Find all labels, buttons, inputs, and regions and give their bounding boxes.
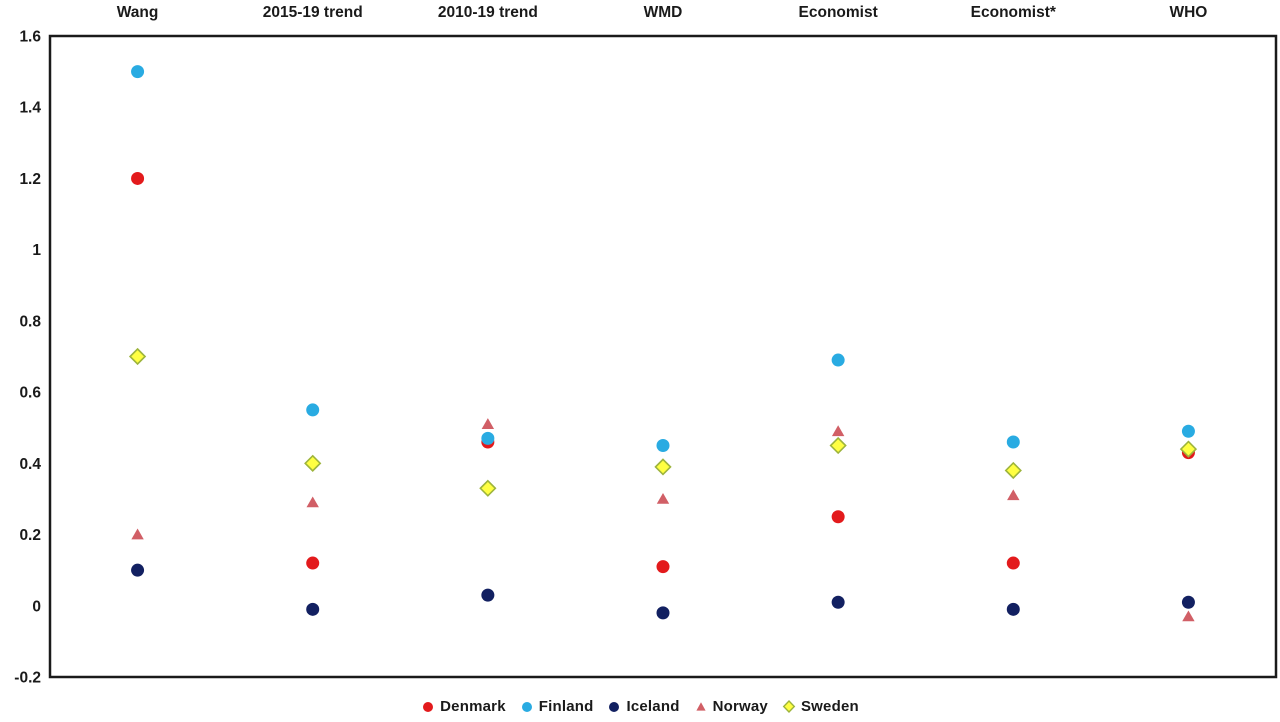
y-tick-label: 1.2 — [19, 171, 41, 188]
point-finland-wmd — [656, 439, 670, 453]
legend-marker-shape — [521, 702, 532, 712]
legend-marker-shape — [695, 702, 706, 711]
point-finland-who — [1181, 424, 1195, 438]
point-iceland-wang — [131, 563, 145, 577]
point-sweden-economist — [1004, 461, 1022, 480]
point-norway-who — [1182, 610, 1195, 622]
legend-marker-shape — [423, 702, 434, 712]
category-label-2015-19-trend: 2015-19 trend — [263, 4, 363, 21]
point-denmark-wang — [131, 171, 145, 185]
point-finland-economist — [1006, 435, 1020, 449]
legend-marker-finland — [521, 702, 532, 712]
point-sweden-wang — [128, 347, 147, 366]
point-sweden-2015-19-trend — [304, 454, 322, 472]
y-tick-label: 1.6 — [19, 29, 41, 46]
plot-border — [48, 34, 1278, 679]
y-tick-label: -0.2 — [14, 670, 41, 687]
legend-item-iceland: Iceland — [607, 698, 679, 715]
point-finland-2010-19-trend — [481, 431, 495, 445]
category-label-economist: Economist — [799, 4, 878, 21]
legend-marker-shape — [609, 702, 620, 712]
point-sweden-2010-19-trend — [479, 479, 497, 497]
point-finland-2015-19-trend — [306, 403, 320, 417]
chart-legend: Denmark Finland Iceland Norway Sweden — [0, 692, 1280, 720]
legend-label-norway: Norway — [712, 697, 768, 715]
y-tick-label: 0 — [32, 598, 41, 615]
point-sweden-wmd — [654, 458, 672, 476]
legend-item-sweden: Sweden — [782, 698, 859, 715]
point-norway-economist — [1007, 489, 1020, 501]
legend-item-norway: Norway — [694, 698, 768, 715]
point-finland-wang — [131, 65, 145, 79]
point-sweden-economist — [829, 436, 847, 455]
y-tick-label: 0.4 — [19, 456, 41, 473]
legend-item-finland: Finland — [520, 698, 594, 715]
category-label-wmd: WMD — [644, 4, 683, 21]
legend-label-iceland: Iceland — [626, 697, 680, 715]
y-tick-label: 0.8 — [19, 313, 41, 330]
legend-marker-shape — [782, 699, 796, 713]
point-norway-2010-19-trend — [481, 418, 495, 429]
point-denmark-economist — [831, 510, 845, 524]
point-denmark-economist — [1006, 556, 1020, 570]
point-sweden-who — [1179, 440, 1198, 458]
point-iceland-who — [1181, 595, 1195, 609]
point-norway-wmd — [656, 492, 670, 504]
point-finland-economist — [831, 353, 845, 367]
point-iceland-2010-19-trend — [481, 588, 495, 602]
point-denmark-2015-19-trend — [306, 556, 320, 570]
legend-marker-iceland — [609, 702, 620, 712]
point-norway-economist — [831, 425, 845, 437]
y-tick-label: 1.4 — [19, 100, 41, 117]
legend-label-sweden: Sweden — [800, 697, 859, 715]
point-iceland-economist — [1006, 602, 1020, 616]
legend-marker-sweden — [782, 699, 796, 713]
legend-label-denmark: Denmark — [440, 697, 506, 715]
category-label-economist: Economist* — [971, 4, 1057, 21]
point-norway-2015-19-trend — [306, 496, 319, 508]
point-iceland-2015-19-trend — [306, 602, 320, 616]
category-label-2010-19-trend: 2010-19 trend — [438, 4, 538, 21]
scatter-chart: Wang 2015-19 trend 2010-19 trend WMD Economi… — [14, 4, 1278, 687]
point-norway-wang — [131, 528, 144, 540]
legend-marker-norway — [695, 702, 706, 711]
legend-item-denmark: Denmark — [421, 698, 506, 715]
y-tick-label: 1 — [32, 242, 41, 259]
y-tick-label: 0.2 — [19, 527, 41, 544]
legend-marker-denmark — [423, 702, 434, 712]
point-denmark-wmd — [656, 560, 670, 574]
legend-label-finland: Finland — [538, 697, 594, 715]
point-iceland-wmd — [656, 606, 670, 620]
y-tick-label: 0.6 — [19, 385, 41, 402]
category-label-who: WHO — [1169, 4, 1207, 21]
category-label-wang: Wang — [117, 4, 159, 21]
point-iceland-economist — [831, 595, 845, 609]
